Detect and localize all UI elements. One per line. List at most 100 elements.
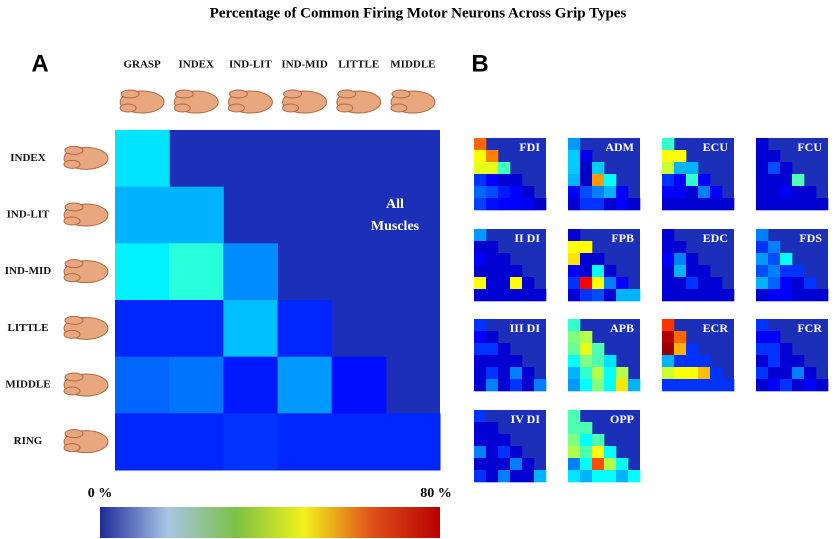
cell xyxy=(722,289,735,302)
row-label: LITTLE xyxy=(8,322,49,334)
cell xyxy=(780,355,793,368)
muscle-label: FDI xyxy=(519,140,540,154)
cell xyxy=(604,379,617,392)
cell xyxy=(474,343,487,356)
cell xyxy=(710,379,723,392)
cell xyxy=(486,162,499,175)
cell xyxy=(756,331,769,344)
cell xyxy=(698,265,711,278)
finger xyxy=(64,429,84,439)
cell xyxy=(568,355,581,368)
cell xyxy=(474,410,487,423)
cell xyxy=(792,355,805,368)
cell xyxy=(604,458,617,471)
muscle-label: FCU xyxy=(797,140,822,154)
cell xyxy=(568,277,581,290)
cell xyxy=(474,241,487,254)
cell xyxy=(534,379,547,392)
colorbar-label: 80 % xyxy=(420,486,452,501)
cell xyxy=(474,367,487,380)
cell xyxy=(662,253,675,266)
finger xyxy=(63,386,81,396)
cell xyxy=(474,253,487,266)
cell xyxy=(486,434,499,447)
cell xyxy=(568,319,581,332)
cell xyxy=(604,289,617,302)
muscle-label: ECU xyxy=(703,140,729,154)
cell xyxy=(616,470,629,483)
cell xyxy=(780,289,793,302)
cell xyxy=(604,446,617,459)
cell xyxy=(223,300,278,358)
cell xyxy=(686,198,699,211)
cell xyxy=(498,265,511,278)
cell xyxy=(474,174,487,187)
cell xyxy=(498,198,511,211)
muscle-label: APB xyxy=(610,321,634,335)
cell xyxy=(498,446,511,459)
cell xyxy=(592,186,605,199)
cell xyxy=(486,446,499,459)
title: Percentage of Common Firing Motor Neuron… xyxy=(210,5,627,21)
cell xyxy=(698,198,711,211)
cell xyxy=(756,319,769,332)
cell xyxy=(592,367,605,380)
muscle-label: ECR xyxy=(703,321,729,335)
cell xyxy=(662,150,675,163)
cell xyxy=(568,229,581,242)
cell xyxy=(768,355,781,368)
cell xyxy=(674,355,687,368)
cell xyxy=(474,422,487,435)
finger xyxy=(64,145,84,155)
cell xyxy=(662,331,675,344)
cell xyxy=(674,253,687,266)
cell xyxy=(792,186,805,199)
cell xyxy=(498,458,511,471)
cell xyxy=(522,470,535,483)
cell xyxy=(115,356,170,414)
finger xyxy=(173,103,191,113)
cell xyxy=(756,241,769,254)
cell xyxy=(486,331,499,344)
cell xyxy=(510,277,523,290)
cell xyxy=(568,410,581,423)
cell xyxy=(816,289,829,302)
cell xyxy=(474,150,487,163)
panel-label: A xyxy=(31,50,48,77)
cell xyxy=(698,355,711,368)
cell xyxy=(474,355,487,368)
cell xyxy=(474,434,487,447)
cell xyxy=(604,265,617,278)
cell xyxy=(498,367,511,380)
cell xyxy=(115,186,170,244)
cell xyxy=(169,300,224,358)
cell xyxy=(780,379,793,392)
cell xyxy=(662,265,675,278)
cell xyxy=(568,265,581,278)
annotation: Muscles xyxy=(371,219,420,234)
cell xyxy=(674,174,687,187)
cell xyxy=(804,367,817,380)
finger xyxy=(63,159,81,169)
cell xyxy=(686,379,699,392)
cell xyxy=(592,355,605,368)
cell xyxy=(580,150,593,163)
cell xyxy=(474,186,487,199)
cell xyxy=(580,241,593,254)
cell xyxy=(568,198,581,211)
cell xyxy=(616,379,629,392)
cell xyxy=(780,162,793,175)
cell xyxy=(674,367,687,380)
cell xyxy=(768,150,781,163)
cell xyxy=(756,265,769,278)
cell xyxy=(568,138,581,151)
cell xyxy=(474,277,487,290)
cell xyxy=(592,434,605,447)
finger xyxy=(390,103,408,113)
finger xyxy=(391,89,411,99)
annotation: All xyxy=(386,197,404,212)
cell xyxy=(674,265,687,278)
cell xyxy=(486,355,499,368)
cell xyxy=(592,458,605,471)
